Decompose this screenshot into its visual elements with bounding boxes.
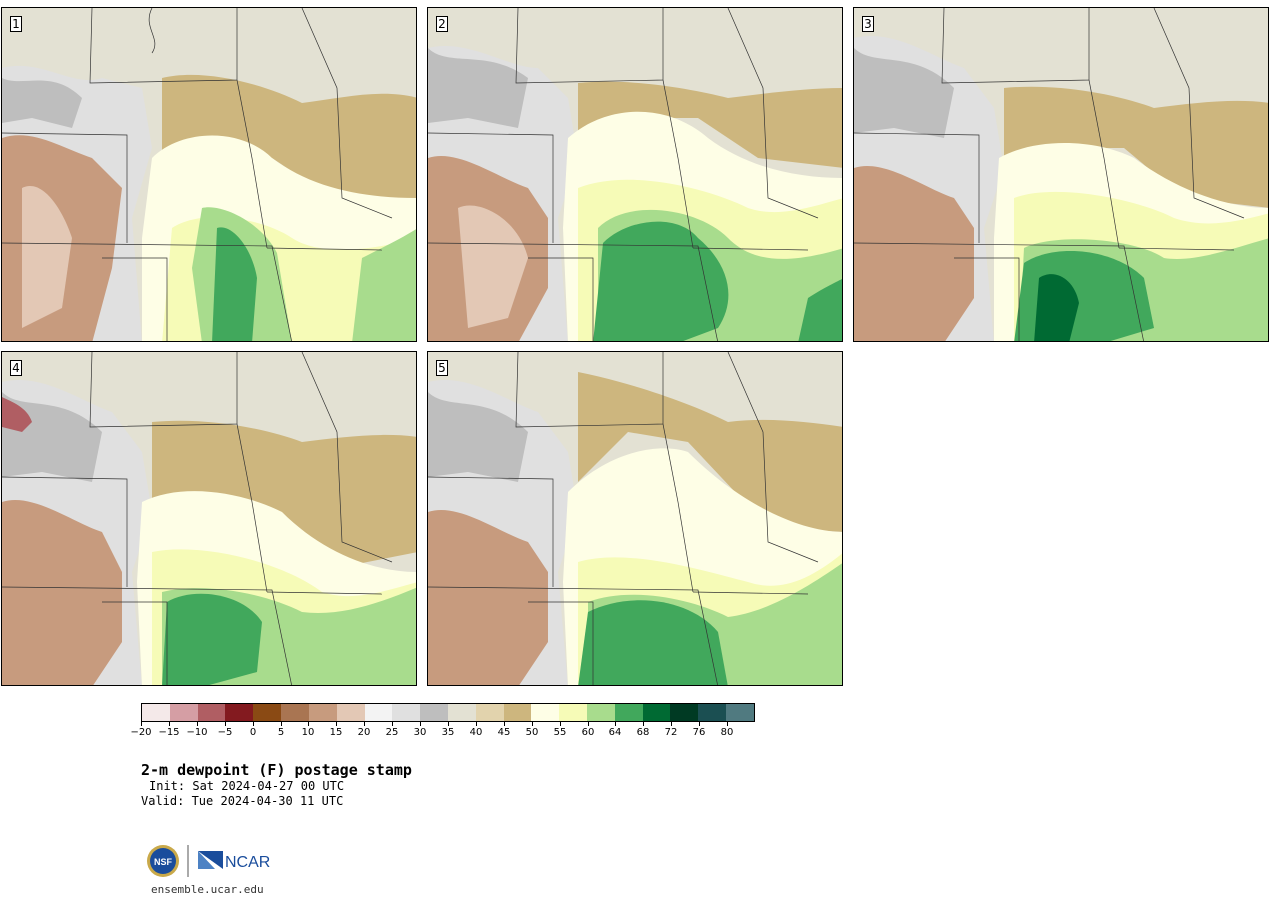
colorbar-tick-label: 40 (469, 727, 483, 738)
panel-number-badge: 1 (10, 16, 22, 32)
colorbar-tick-label: 20 (357, 727, 371, 738)
colorbar-tick (336, 722, 337, 726)
init-time: Init: Sat 2024-04-27 00 UTC (149, 779, 345, 793)
ncar-logo-text: NCAR (225, 854, 270, 871)
dewpoint-map-2 (428, 8, 842, 341)
colorbar-tick (197, 722, 198, 726)
panel-number-badge: 4 (10, 360, 22, 376)
panel-4-map: 4 (1, 351, 417, 686)
colorbar-segment (698, 704, 727, 721)
dewpoint-colorbar (141, 703, 755, 722)
panel-2-map: 2 (427, 7, 843, 342)
colorbar-tick (727, 722, 728, 726)
colorbar-segment (253, 704, 282, 721)
colorbar-tick-label: 80 (720, 727, 734, 738)
colorbar-tick (392, 722, 393, 726)
colorbar-segment (642, 704, 671, 721)
colorbar-tick-label: 64 (608, 727, 622, 738)
colorbar-segment (726, 704, 754, 721)
colorbar-segment (475, 704, 504, 721)
colorbar-segment (614, 704, 643, 721)
colorbar-segment (670, 704, 699, 721)
dewpoint-map-5 (428, 352, 842, 685)
panel-3-map: 3 (853, 7, 1269, 342)
colorbar-tick-label: 15 (329, 727, 343, 738)
colorbar-tick (308, 722, 309, 726)
colorbar-tick-label: 10 (301, 727, 315, 738)
colorbar-tick-label: −10 (186, 727, 208, 738)
colorbar-segment (169, 704, 198, 721)
colorbar-segment (531, 704, 560, 721)
colorbar-tick (615, 722, 616, 726)
colorbar-tick (699, 722, 700, 726)
colorbar-tick (476, 722, 477, 726)
colorbar-segment (447, 704, 476, 721)
colorbar-tick-label: 50 (525, 727, 539, 738)
colorbar-segment (559, 704, 587, 721)
colorbar-tick (225, 722, 226, 726)
colorbar-tick-label: −5 (217, 727, 233, 738)
colorbar-segment (503, 704, 532, 721)
colorbar-tick-label: 60 (581, 727, 595, 738)
colorbar-tick (253, 722, 254, 726)
panel-number-badge: 2 (436, 16, 448, 32)
dewpoint-map-1 (2, 8, 416, 341)
colorbar-tick-label: 0 (249, 727, 257, 738)
colorbar-tick-label: 55 (553, 727, 567, 738)
dewpoint-map-3 (854, 8, 1268, 341)
panel-5-map: 5 (427, 351, 843, 686)
colorbar-tick-label: 45 (497, 727, 511, 738)
colorbar-segment (392, 704, 421, 721)
nsf-logo-text: NSF (154, 857, 173, 867)
valid-time: Valid: Tue 2024-04-30 11 UTC (141, 794, 344, 808)
colorbar-tick-label: −20 (130, 727, 152, 738)
colorbar-tick (532, 722, 533, 726)
colorbar-tick-label: 5 (277, 727, 285, 738)
colorbar-tick (141, 722, 142, 726)
panel-number-badge: 5 (436, 360, 448, 376)
colorbar-tick (169, 722, 170, 726)
colorbar-tick-label: 68 (636, 727, 650, 738)
colorbar-tick-label: 35 (441, 727, 455, 738)
dewpoint-map-4 (2, 352, 416, 685)
colorbar-segment (587, 704, 615, 721)
colorbar-tick (671, 722, 672, 726)
panel-1-map: 1 (1, 7, 417, 342)
colorbar-segment (225, 704, 254, 721)
colorbar-tick-label: 25 (385, 727, 399, 738)
colorbar-tick (364, 722, 365, 726)
site-url: ensemble.ucar.edu (151, 883, 264, 896)
colorbar-segment (142, 704, 170, 721)
colorbar-segment (336, 704, 365, 721)
colorbar-tick-label: 76 (692, 727, 706, 738)
ncar-logo-icon: NCAR (198, 851, 270, 871)
colorbar-tick (504, 722, 505, 726)
colorbar-tick (643, 722, 644, 726)
colorbar-tick (420, 722, 421, 726)
colorbar-tick (281, 722, 282, 726)
colorbar-tick-label: −15 (158, 727, 180, 738)
panel-number-badge: 3 (862, 16, 874, 32)
colorbar-segment (308, 704, 337, 721)
colorbar-segment (364, 704, 393, 721)
colorbar-tick-label: 72 (664, 727, 678, 738)
colorbar-tick (588, 722, 589, 726)
colorbar-segment (420, 704, 448, 721)
figure-title: 2-m dewpoint (F) postage stamp (141, 761, 412, 779)
colorbar-tick (560, 722, 561, 726)
colorbar-tick-label: 30 (413, 727, 427, 738)
colorbar-tick (448, 722, 449, 726)
nsf-logo-icon: NSF (147, 845, 179, 877)
nsf-ncar-logos: NSF NCAR (147, 845, 270, 877)
colorbar-segment (197, 704, 226, 721)
colorbar-segment (281, 704, 309, 721)
colorbar-ticks: −20 −15 −10 −5 0 5 10 15 20 25 30 35 40 45 50 55 60 64 68 7… (130, 722, 755, 738)
